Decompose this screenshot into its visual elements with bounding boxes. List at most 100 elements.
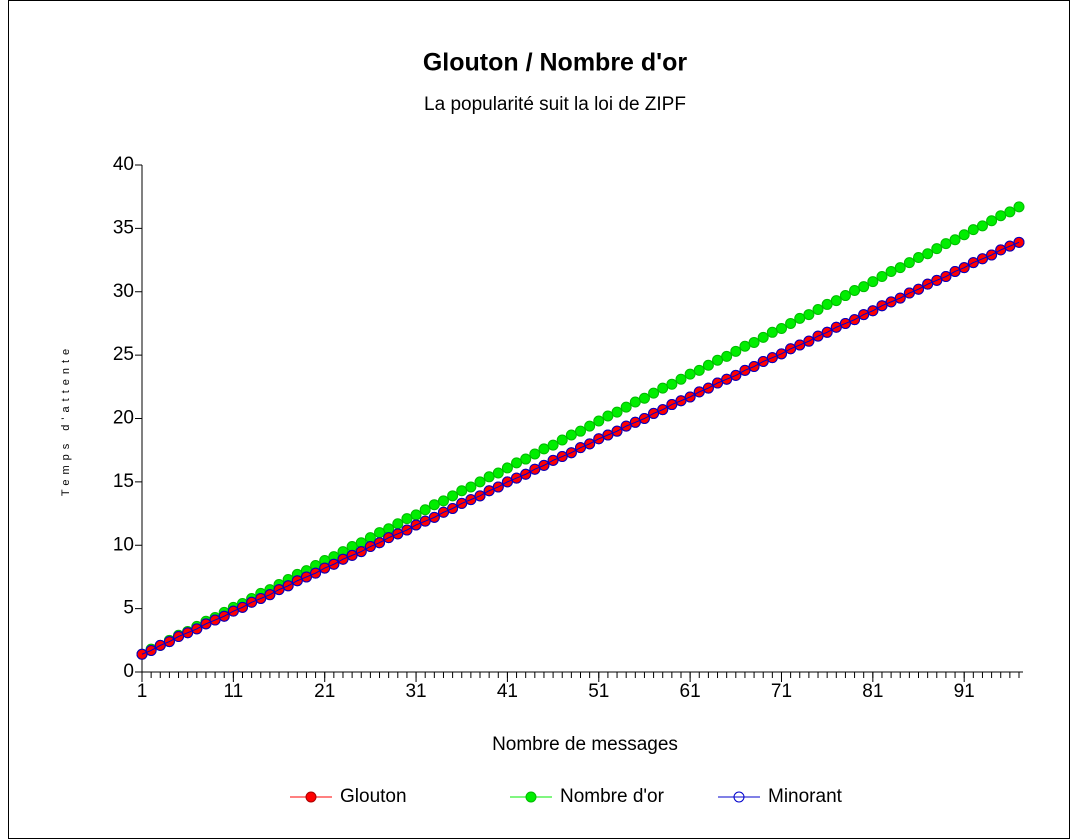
marker xyxy=(675,395,687,407)
marker xyxy=(447,502,459,514)
marker xyxy=(629,416,641,428)
marker xyxy=(593,415,605,427)
frame xyxy=(8,0,1070,839)
marker xyxy=(565,447,577,459)
y-tick-label: 15 xyxy=(113,471,134,492)
marker xyxy=(246,596,258,608)
marker xyxy=(236,601,248,613)
marker xyxy=(785,343,797,355)
series-line xyxy=(141,241,1020,655)
marker xyxy=(967,257,979,269)
marker xyxy=(565,429,577,441)
marker xyxy=(675,373,687,385)
marker xyxy=(766,352,778,364)
marker xyxy=(556,434,568,446)
x-tick-label: 51 xyxy=(588,681,609,702)
marker xyxy=(620,420,632,432)
marker xyxy=(949,234,961,246)
marker xyxy=(702,359,714,371)
marker xyxy=(300,571,312,583)
marker xyxy=(821,298,833,310)
marker xyxy=(958,229,970,241)
legend-label: Glouton xyxy=(340,786,407,807)
marker xyxy=(931,274,943,286)
marker xyxy=(520,453,532,465)
marker xyxy=(291,575,303,587)
x-tick-label: 61 xyxy=(680,681,701,702)
marker xyxy=(401,524,413,536)
marker xyxy=(392,528,404,540)
marker xyxy=(227,605,239,617)
marker xyxy=(374,537,386,549)
marker xyxy=(428,499,440,511)
marker xyxy=(849,314,861,326)
y-axis-label: Temps d'attente xyxy=(60,344,72,496)
marker xyxy=(200,618,212,630)
marker xyxy=(209,614,221,626)
marker xyxy=(584,420,596,432)
x-tick-label: 41 xyxy=(497,681,518,702)
y-tick-label: 40 xyxy=(113,154,134,175)
x-tick-label: 81 xyxy=(862,681,883,702)
marker xyxy=(611,425,623,437)
marker xyxy=(474,490,486,502)
marker xyxy=(693,386,705,398)
marker xyxy=(319,562,331,574)
marker xyxy=(995,210,1007,222)
marker xyxy=(821,326,833,338)
marker xyxy=(447,490,459,502)
marker xyxy=(733,791,745,803)
marker xyxy=(465,494,477,506)
marker xyxy=(922,248,934,260)
marker xyxy=(712,377,724,389)
marker xyxy=(684,368,696,380)
marker xyxy=(922,278,934,290)
y-tick-label: 35 xyxy=(113,217,134,238)
marker xyxy=(885,296,897,308)
marker xyxy=(648,407,660,419)
marker xyxy=(849,284,861,296)
marker xyxy=(410,519,422,531)
marker xyxy=(620,401,632,413)
marker xyxy=(584,438,596,450)
marker xyxy=(858,309,870,321)
marker xyxy=(492,481,504,493)
marker xyxy=(803,309,815,321)
marker xyxy=(483,485,495,497)
marker xyxy=(702,382,714,394)
marker xyxy=(894,262,906,274)
marker xyxy=(182,627,194,639)
marker xyxy=(775,348,787,360)
marker xyxy=(812,330,824,342)
marker xyxy=(666,378,678,390)
marker xyxy=(456,485,468,497)
marker xyxy=(602,410,614,422)
marker xyxy=(803,335,815,347)
x-tick-label: 31 xyxy=(405,681,426,702)
chart-title: Glouton / Nombre d'or xyxy=(423,49,688,77)
marker xyxy=(638,413,650,424)
marker xyxy=(483,471,495,483)
marker xyxy=(173,631,185,643)
marker xyxy=(1013,236,1025,248)
marker xyxy=(913,283,925,295)
marker xyxy=(876,300,888,312)
marker xyxy=(437,495,449,507)
marker xyxy=(492,467,504,479)
marker xyxy=(401,513,413,525)
marker xyxy=(538,443,550,455)
marker xyxy=(748,336,760,348)
marker xyxy=(940,238,952,250)
chart-subtitle: La popularité suit la loi de ZIPF xyxy=(424,94,686,115)
marker xyxy=(538,459,550,471)
marker xyxy=(721,350,733,362)
marker xyxy=(976,220,988,232)
marker xyxy=(501,476,513,488)
marker xyxy=(967,224,979,236)
marker xyxy=(374,527,386,539)
marker xyxy=(511,472,523,484)
x-tick-label: 11 xyxy=(223,681,243,702)
marker xyxy=(730,369,742,381)
marker xyxy=(931,243,943,255)
marker xyxy=(940,271,952,283)
